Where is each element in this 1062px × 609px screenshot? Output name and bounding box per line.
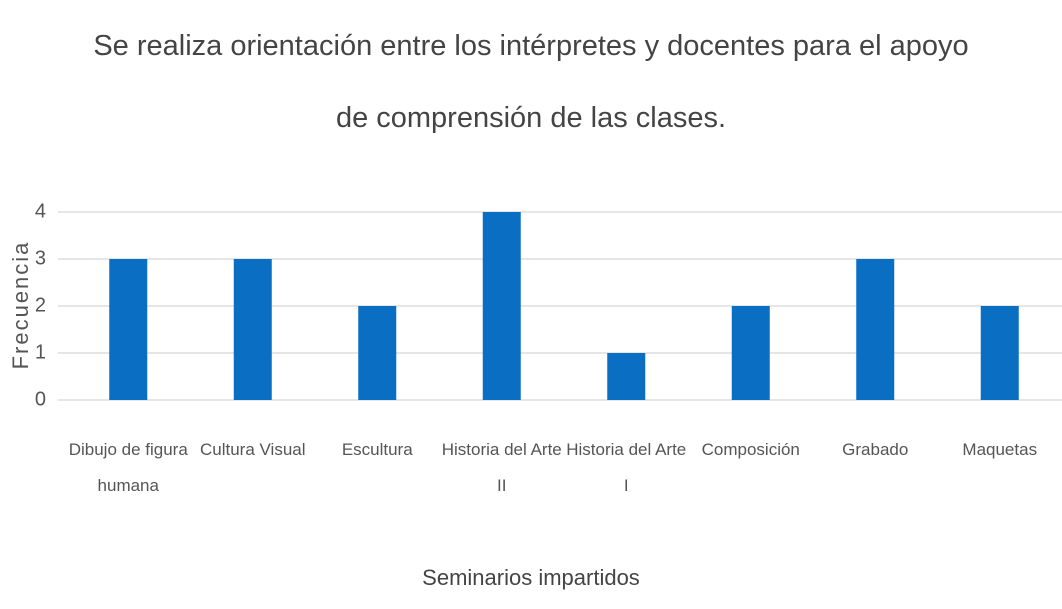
y-tick-label: 1 [35, 341, 46, 363]
bar [856, 259, 895, 400]
bar [109, 259, 148, 400]
bar [980, 306, 1019, 400]
x-tick-label: Cultura Visual [199, 440, 306, 459]
bar [731, 306, 770, 400]
bar [482, 212, 521, 400]
y-tick-label: 0 [35, 388, 46, 410]
x-axis-label: Seminarios impartidos [422, 565, 640, 590]
y-tick-label: 4 [35, 200, 46, 222]
chart-title: Se realiza orientación entre los intérpr… [93, 30, 969, 134]
x-tick-label: Grabado [842, 440, 909, 459]
x-tick-label: Historia del Arte I [566, 440, 687, 495]
x-tick-label: Maquetas [962, 440, 1038, 459]
y-tick-label: 2 [35, 294, 46, 316]
x-tick-label: Dibujo de figura humana [68, 440, 188, 495]
bar [358, 306, 397, 400]
x-tick-label: Escultura [341, 440, 413, 459]
y-axis-label: Frecuencia [8, 241, 33, 370]
bar [233, 259, 272, 400]
y-tick-label: 3 [35, 247, 46, 269]
x-tick-label: Composición [701, 440, 800, 459]
x-tick-label: Historia del Arte II [441, 440, 562, 495]
bar [607, 353, 646, 400]
